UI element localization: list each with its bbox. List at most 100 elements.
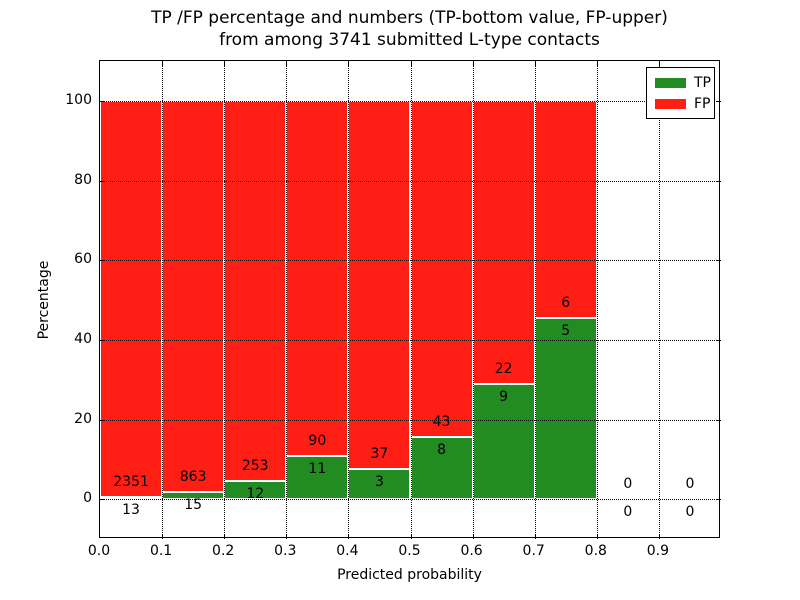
fp-count-label: 37	[370, 446, 389, 463]
fp-count-label: 2351	[113, 473, 149, 490]
x-tick-mark	[224, 61, 226, 66]
tp-count-label: 5	[561, 323, 571, 340]
tp-count-label: 11	[308, 460, 327, 477]
x-tick-label: 0.1	[149, 543, 173, 559]
plot-area: 2351 13 863 15 253 12 90 11 37 3 43 8 22 9 6 5 0 0 0 0 TP FP	[99, 60, 721, 539]
gridline-vertical	[596, 61, 598, 537]
legend-label: FP	[694, 95, 711, 112]
tp-count-label: 9	[499, 388, 509, 405]
y-tick-mark	[100, 499, 105, 501]
x-tick-mark	[348, 61, 350, 66]
x-tick-label: 0.6	[460, 543, 483, 559]
gridline-vertical	[410, 61, 412, 537]
legend-item: TP	[655, 74, 711, 91]
y-tick-mark	[716, 419, 721, 421]
x-tick-mark	[596, 61, 598, 66]
x-tick-mark	[472, 61, 474, 66]
gridline-horizontal	[100, 499, 719, 501]
fp-count-label: 43	[432, 413, 451, 430]
y-tick-mark	[100, 419, 105, 421]
bar-segment-tp	[472, 383, 535, 500]
bar-segment-tp	[286, 455, 349, 500]
y-tick-mark	[716, 260, 721, 262]
gridline-horizontal	[100, 339, 719, 341]
y-tick-mark	[716, 499, 721, 501]
x-tick-mark	[658, 534, 660, 539]
bar-segment-fp	[162, 100, 225, 493]
x-tick-mark	[658, 61, 660, 66]
x-tick-mark	[534, 61, 536, 66]
gridline-vertical	[472, 61, 474, 537]
bar-segment-fp	[224, 100, 287, 482]
fp-count-label: 90	[308, 432, 327, 449]
bar-segment-tp	[534, 318, 597, 500]
legend-item: FP	[655, 95, 711, 112]
tp-count-label: 13	[122, 501, 140, 518]
y-axis-label: Percentage	[36, 260, 52, 340]
x-tick-mark	[472, 534, 474, 539]
y-tick-label: 0	[83, 490, 92, 507]
tp-count-label: 0	[623, 504, 633, 521]
gridline-vertical	[348, 61, 350, 537]
fp-legend-swatch	[655, 98, 686, 109]
tp-count-label: 12	[246, 486, 265, 503]
x-tick-label: 0.3	[274, 543, 297, 559]
legend-label: TP	[694, 74, 711, 91]
x-tick-label: 0.0	[87, 543, 111, 559]
y-tick-mark	[100, 100, 105, 102]
bar-segment-fp	[534, 100, 597, 319]
gridline-horizontal	[100, 260, 719, 262]
gridline-horizontal	[100, 100, 719, 102]
y-tick-mark	[716, 180, 721, 182]
fp-count-label: 0	[685, 476, 695, 493]
bar-segment-fp	[286, 100, 349, 456]
x-tick-mark	[286, 61, 288, 66]
tp-count-label: 15	[184, 497, 203, 514]
chart-title: TP /FP percentage and numbers (TP-bottom…	[99, 7, 720, 51]
y-tick-label: 80	[74, 171, 92, 188]
x-axis-label: Predicted probability	[337, 567, 482, 583]
y-tick-mark	[100, 260, 105, 262]
chart-title-line1: TP /FP percentage and numbers (TP-bottom…	[151, 8, 668, 28]
gridline-horizontal	[100, 419, 719, 421]
y-tick-mark	[100, 180, 105, 182]
y-tick-mark	[716, 100, 721, 102]
x-tick-mark	[410, 61, 412, 66]
x-tick-mark	[162, 61, 164, 66]
bar-segment-tp	[100, 496, 163, 500]
x-tick-label: 0.8	[584, 543, 607, 559]
x-tick-label: 0.5	[398, 543, 421, 559]
bar-segment-fp	[472, 100, 535, 384]
y-tick-label: 40	[74, 330, 92, 347]
x-tick-label: 0.7	[522, 543, 545, 559]
gridline-vertical	[658, 61, 660, 537]
y-tick-label: 20	[74, 410, 92, 427]
y-tick-mark	[716, 339, 721, 341]
x-tick-mark	[224, 534, 226, 539]
y-tick-label: 60	[74, 251, 92, 268]
gridline-vertical	[224, 61, 226, 537]
x-tick-mark	[596, 534, 598, 539]
fp-count-label: 253	[241, 458, 269, 475]
y-tick-label: 100	[65, 91, 92, 108]
fp-count-label: 6	[561, 295, 571, 312]
x-tick-mark	[286, 534, 288, 539]
bar-segment-tp	[348, 469, 411, 500]
gridline-vertical	[162, 61, 164, 537]
gridline-horizontal	[100, 180, 719, 182]
gridline-vertical	[286, 61, 288, 537]
legend: TP FP	[646, 67, 715, 119]
bar-segment-fp	[348, 100, 411, 470]
fp-count-label: 863	[179, 469, 207, 486]
x-tick-mark	[534, 534, 536, 539]
tp-legend-swatch	[655, 77, 686, 88]
chart-title-line2: from among 3741 submitted L-type contact…	[219, 30, 600, 50]
y-tick-mark	[100, 339, 105, 341]
fp-count-label: 22	[494, 360, 513, 377]
gridline-vertical	[534, 61, 536, 537]
bar-segment-fp	[410, 100, 473, 437]
x-tick-mark	[162, 534, 164, 539]
tp-count-label: 8	[437, 441, 446, 458]
x-tick-mark	[348, 534, 350, 539]
